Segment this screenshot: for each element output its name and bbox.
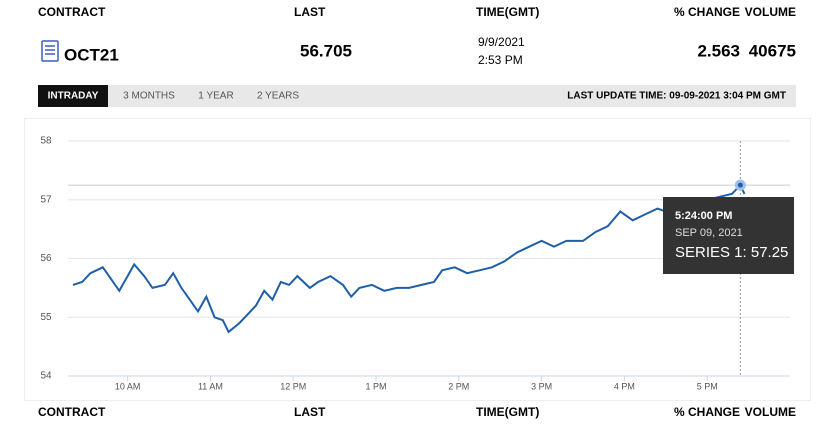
quote-time: 2:53 PM bbox=[478, 53, 523, 67]
tab-bar bbox=[38, 85, 796, 107]
tooltip-time: 5:24:00 PM bbox=[675, 210, 732, 222]
footer-change: % CHANGE bbox=[674, 405, 740, 419]
last-update: LAST UPDATE TIME: 09-09-2021 3:04 PM GMT bbox=[567, 91, 786, 102]
plot: 54 55 56 57 58 10 AM 11 AM 12 PM 1 PM 2 PM 3 PM 4 P… bbox=[40, 136, 794, 391]
x-tick-label: 4 PM bbox=[614, 381, 635, 391]
quote-last: 56.705 bbox=[300, 41, 352, 60]
quote-volume: 40675 bbox=[749, 41, 796, 60]
y-tick-label: 56 bbox=[40, 253, 52, 264]
quote-contract: OCT21 bbox=[64, 45, 119, 64]
footer-last: LAST bbox=[294, 405, 326, 419]
contract-icon bbox=[41, 40, 59, 62]
x-tick-label: 10 AM bbox=[115, 381, 141, 391]
x-tick-label: 2 PM bbox=[448, 381, 469, 391]
y-tick-label: 55 bbox=[40, 312, 52, 323]
hover-point bbox=[734, 179, 746, 191]
x-tick-label: 1 PM bbox=[366, 381, 387, 391]
header-contract: CONTRACT bbox=[38, 5, 106, 19]
tab[interactable]: 1 YEAR bbox=[198, 91, 233, 102]
y-tick-label: 54 bbox=[40, 371, 52, 382]
quote-change: 2.563 bbox=[697, 41, 740, 60]
tab-active[interactable] bbox=[38, 85, 108, 107]
tab[interactable]: 2 YEARS bbox=[257, 91, 299, 102]
header-volume: VOLUME bbox=[745, 5, 796, 19]
x-tick-label: 12 PM bbox=[280, 381, 306, 391]
tab[interactable]: 3 MONTHS bbox=[123, 91, 175, 102]
tab[interactable]: INTRADAY bbox=[48, 91, 99, 102]
quote-date: 9/9/2021 bbox=[478, 35, 525, 49]
price-line bbox=[72, 183, 746, 334]
y-tick-label: 58 bbox=[40, 136, 52, 147]
x-tick-label: 11 AM bbox=[198, 381, 223, 391]
x-tick-label: 5 PM bbox=[697, 381, 718, 391]
header-last: LAST bbox=[294, 5, 326, 19]
tooltip-date: SEP 09, 2021 bbox=[675, 227, 743, 239]
y-tick-label: 57 bbox=[40, 194, 52, 205]
tooltip-value: SERIES 1: 57.25 bbox=[675, 244, 788, 261]
header-time: TIME(GMT) bbox=[476, 5, 539, 19]
tooltip bbox=[663, 197, 794, 274]
header-change: % CHANGE bbox=[674, 5, 740, 19]
footer-volume: VOLUME bbox=[745, 405, 796, 419]
footer-contract: CONTRACT bbox=[38, 405, 106, 419]
x-tick-label: 3 PM bbox=[531, 381, 552, 391]
footer-time: TIME(GMT) bbox=[476, 405, 539, 419]
